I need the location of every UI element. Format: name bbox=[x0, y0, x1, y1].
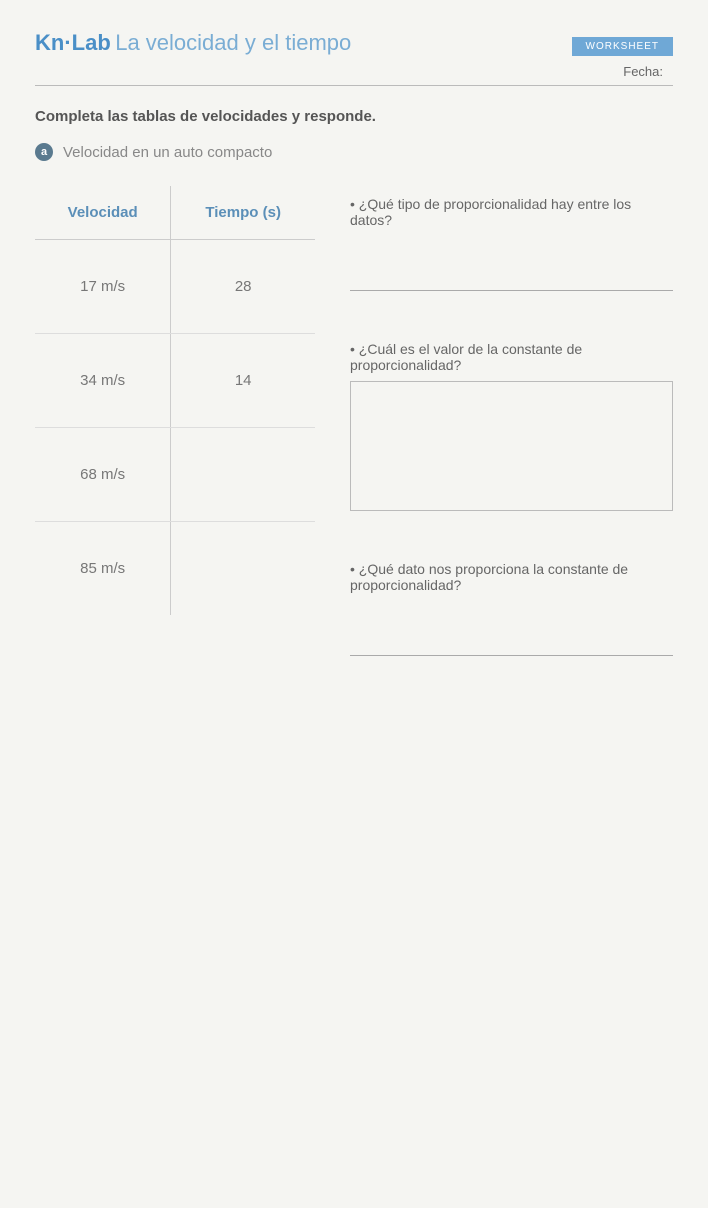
title-main: La velocidad y el tiempo bbox=[115, 30, 351, 55]
col-header-velocidad: Velocidad bbox=[35, 186, 171, 240]
table-row: 68 m/s bbox=[35, 428, 315, 522]
col-header-tiempo: Tiempo (s) bbox=[171, 186, 315, 240]
answer-line-1[interactable] bbox=[350, 236, 673, 291]
cell-velocidad: 85 m/s bbox=[35, 522, 171, 616]
question-block-3: • ¿Qué dato nos proporciona la constante… bbox=[350, 561, 673, 656]
question-1: • ¿Qué tipo de proporcionalidad hay entr… bbox=[350, 196, 673, 228]
section-subtitle: Velocidad en un auto compacto bbox=[63, 144, 272, 161]
table-row: 17 m/s 28 bbox=[35, 240, 315, 334]
section-header: a Velocidad en un auto compacto bbox=[35, 143, 673, 161]
question-block-2: • ¿Cuál es el valor de la constante de p… bbox=[350, 341, 673, 511]
velocity-table-wrap: Velocidad Tiempo (s) 17 m/s 28 34 m/s 14… bbox=[35, 186, 315, 615]
cell-velocidad: 17 m/s bbox=[35, 240, 171, 334]
cell-tiempo[interactable] bbox=[171, 522, 315, 616]
fecha-label: Fecha: bbox=[35, 64, 673, 79]
divider bbox=[35, 85, 673, 86]
worksheet-tag: WORKSHEET bbox=[572, 37, 673, 56]
cell-tiempo[interactable]: 14 bbox=[171, 334, 315, 428]
question-block-1: • ¿Qué tipo de proporcionalidad hay entr… bbox=[350, 196, 673, 291]
velocity-table: Velocidad Tiempo (s) 17 m/s 28 34 m/s 14… bbox=[35, 186, 315, 615]
instruction-text: Completa las tablas de velocidades y res… bbox=[35, 108, 673, 125]
table-row: 85 m/s bbox=[35, 522, 315, 616]
answer-line-3[interactable] bbox=[350, 601, 673, 656]
table-row: 34 m/s 14 bbox=[35, 334, 315, 428]
cell-velocidad: 34 m/s bbox=[35, 334, 171, 428]
header-row: Kn·Lab La velocidad y el tiempo WORKSHEE… bbox=[35, 30, 673, 56]
question-3: • ¿Qué dato nos proporciona la constante… bbox=[350, 561, 673, 593]
answer-box-2[interactable] bbox=[350, 381, 673, 511]
cell-tiempo[interactable] bbox=[171, 428, 315, 522]
cell-velocidad: 68 m/s bbox=[35, 428, 171, 522]
content-row: Velocidad Tiempo (s) 17 m/s 28 34 m/s 14… bbox=[35, 186, 673, 706]
question-2: • ¿Cuál es el valor de la constante de p… bbox=[350, 341, 673, 373]
section-bullet: a bbox=[35, 143, 53, 161]
page-title: Kn·Lab La velocidad y el tiempo bbox=[35, 30, 351, 56]
title-prefix: Kn·Lab bbox=[35, 30, 111, 55]
questions-column: • ¿Qué tipo de proporcionalidad hay entr… bbox=[350, 186, 673, 706]
cell-tiempo[interactable]: 28 bbox=[171, 240, 315, 334]
